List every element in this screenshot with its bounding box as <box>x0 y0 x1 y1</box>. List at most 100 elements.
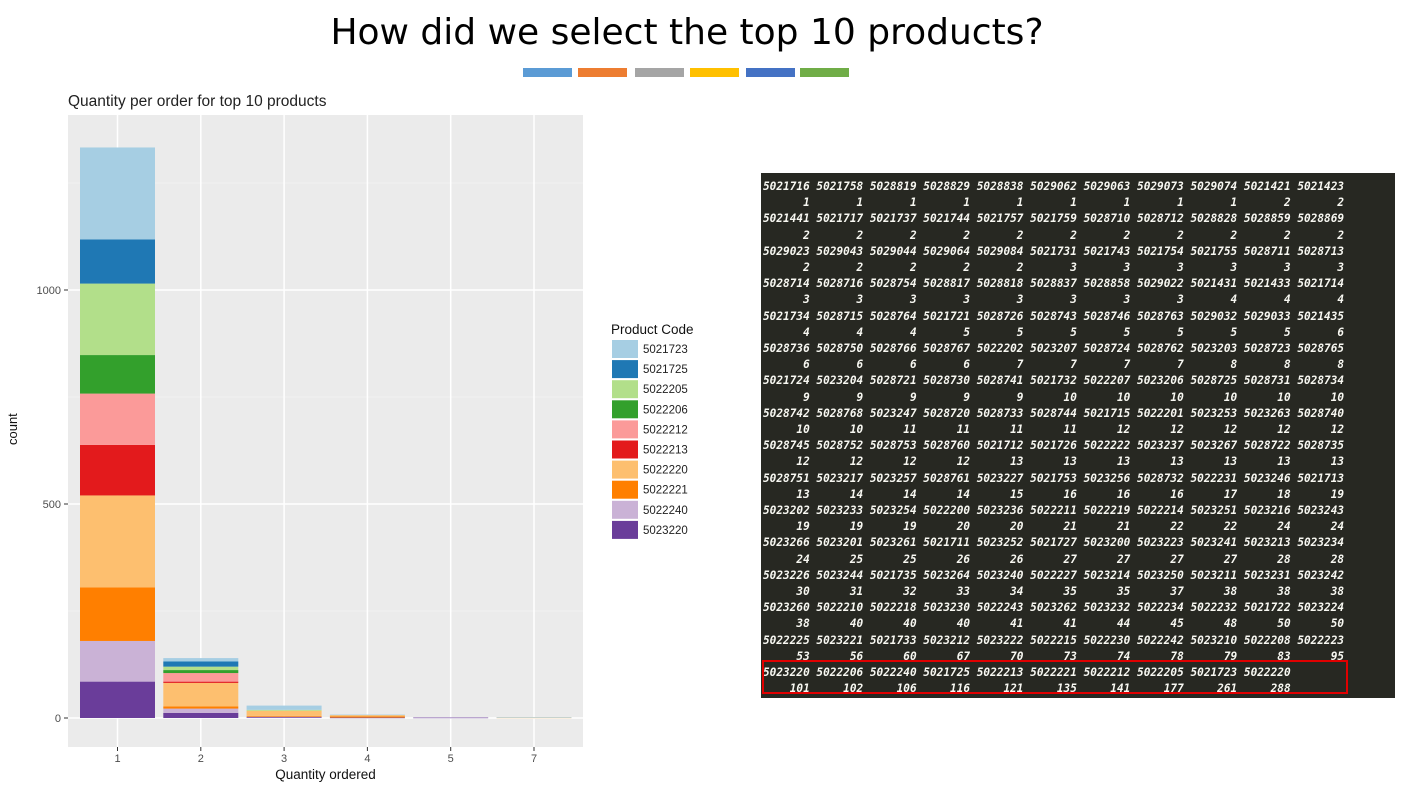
console-counts-row: 38 40 40 40 41 41 44 45 48 50 50 <box>763 617 1345 631</box>
console-counts-row: 3 3 3 3 3 3 3 3 4 4 4 <box>763 293 1345 307</box>
bar-segment <box>80 640 155 682</box>
legend-swatch <box>612 340 638 358</box>
bar-segment <box>329 716 405 718</box>
legend-label: 5022221 <box>643 485 688 497</box>
legend-label: 5023220 <box>643 525 688 537</box>
bar-segment <box>246 716 322 718</box>
console-counts-row: 2 2 2 2 2 2 2 2 2 2 2 <box>763 228 1345 242</box>
x-tick-label: 5 <box>448 753 454 765</box>
bar-segment <box>163 682 239 707</box>
bar-segment <box>163 666 239 671</box>
bar-segment <box>163 670 239 674</box>
bar-segment <box>163 706 239 709</box>
console-product-codes-row: 5021724 5023204 5028721 5028730 5028741 … <box>763 374 1345 388</box>
console-counts-row: 10 10 11 11 11 11 12 12 12 12 12 <box>763 423 1345 436</box>
console-product-codes-row: 5028742 5028768 5023247 5028720 5028733 … <box>763 406 1345 420</box>
bar-segment <box>246 709 322 711</box>
y-axis-label: count <box>5 413 20 445</box>
y-tick-label: 1000 <box>37 285 61 297</box>
legend-label: 5022212 <box>643 424 688 436</box>
bar-segment <box>80 681 155 718</box>
color-swatch <box>523 68 572 77</box>
bar-segment <box>329 717 405 719</box>
bar-segment <box>329 715 405 717</box>
x-axis-label: Quantity ordered <box>275 767 376 782</box>
x-tick-label: 4 <box>364 753 370 765</box>
legend-swatch <box>612 480 638 499</box>
console-product-codes-row: 5028714 5028716 5028754 5028817 5028818 … <box>763 277 1345 291</box>
bar-segment <box>496 717 572 719</box>
bar-segment <box>80 239 155 284</box>
bar-segment <box>80 393 155 445</box>
console-product-codes-row: 5028736 5028750 5028766 5028767 5022202 … <box>763 342 1345 355</box>
top-10-highlight-box <box>762 660 1348 694</box>
legend-label: 5022206 <box>643 404 688 416</box>
y-tick-label: 0 <box>55 713 61 725</box>
bar-segment <box>163 658 239 662</box>
legend-swatch <box>612 420 638 439</box>
legend-swatch <box>612 500 638 519</box>
console-product-codes-row: 5029023 5029043 5029044 5029064 5029084 … <box>763 244 1345 258</box>
legend-label: 5021725 <box>643 364 688 376</box>
bar-segment <box>163 681 239 683</box>
console-product-codes-row: 5023260 5022210 5022218 5023230 5022243 … <box>763 601 1345 615</box>
console-product-codes-row: 5028745 5028752 5028753 5028760 5021712 … <box>763 439 1345 453</box>
legend-label: 5022205 <box>643 384 688 396</box>
legend-swatch <box>612 380 638 399</box>
y-tick-label: 500 <box>43 499 61 511</box>
console-product-codes-row: 5021441 5021717 5021737 5021744 5021757 … <box>763 212 1345 226</box>
console-product-codes-row: 5023226 5023244 5021735 5023264 5023240 … <box>763 568 1345 582</box>
bar-segment <box>80 587 155 641</box>
legend-swatch <box>612 520 638 539</box>
chart-title: Quantity per order for top 10 products <box>68 93 327 110</box>
bar-segment <box>246 715 322 717</box>
console-product-codes-row: 5021716 5021758 5028819 5028829 5028838 … <box>763 180 1345 193</box>
x-tick-label: 7 <box>531 753 537 765</box>
bar-segment <box>80 147 155 240</box>
legend-title: Product Code <box>611 322 694 337</box>
bar-segment <box>80 355 155 394</box>
legend-swatch <box>612 400 638 419</box>
bar-segment <box>496 717 572 718</box>
legend-label: 5022213 <box>643 445 688 457</box>
legend-label: 5022220 <box>643 465 688 477</box>
console-counts-row: 12 12 12 12 13 13 13 13 13 13 13 <box>763 455 1345 469</box>
bar-segment <box>80 283 155 356</box>
console-counts-row: 30 31 32 33 34 35 35 37 38 38 38 <box>763 585 1345 598</box>
bar-segment <box>163 708 239 713</box>
bar-segment <box>246 705 322 710</box>
console-product-codes-row: 5023202 5023233 5023254 5022200 5023236 … <box>763 504 1345 517</box>
legend-swatch <box>612 360 638 379</box>
legend-swatch <box>612 460 638 479</box>
console-counts-row: 6 6 6 6 7 7 7 7 8 8 8 <box>763 358 1345 372</box>
console-product-codes-row: 5021734 5028715 5028764 5021721 5028726 … <box>763 309 1345 323</box>
console-counts-row: 4 4 4 5 5 5 5 5 5 5 6 <box>763 325 1345 339</box>
legend-label: 5021723 <box>643 344 688 356</box>
slide-title: How did we select the top 10 products? <box>330 12 1044 53</box>
bar-segment <box>246 710 322 716</box>
console-product-codes-row: 5023220 5022206 5022240 5021725 5022213 … <box>763 666 1291 679</box>
bar-segment <box>80 495 155 588</box>
color-swatch <box>690 68 739 77</box>
legend-swatch <box>612 440 638 459</box>
console-counts-row: 19 19 19 20 20 21 21 22 22 24 24 <box>763 520 1345 534</box>
r-console-output: 5021716 5021758 5028819 5028829 5028838 … <box>761 173 1395 698</box>
console-product-codes-row: 5023266 5023201 5023261 5021711 5023252 … <box>763 536 1345 550</box>
console-counts-row: 101 102 106 116 121 135 141 177 261 288 <box>763 682 1291 696</box>
console-counts-row: 2 2 2 2 2 3 3 3 3 3 3 <box>763 261 1345 274</box>
console-counts-row: 13 14 14 14 15 16 16 16 17 18 19 <box>763 487 1345 501</box>
bar-segment <box>163 673 239 682</box>
x-tick-label: 1 <box>114 753 120 765</box>
color-swatch <box>746 68 795 77</box>
console-product-codes-row: 5028751 5023217 5023257 5028761 5023227 … <box>763 471 1345 485</box>
bar-segment <box>413 717 489 719</box>
console-product-codes-row: 5022225 5023221 5021733 5023212 5023222 … <box>763 633 1345 647</box>
bar-segment <box>163 661 239 667</box>
console-counts-row: 1 1 1 1 1 1 1 1 1 2 2 <box>763 196 1345 210</box>
x-tick-label: 2 <box>198 753 204 765</box>
bar-segment <box>163 712 239 718</box>
console-counts-row: 53 56 60 67 70 73 74 78 79 83 95 <box>763 649 1345 663</box>
console-counts-row: 9 9 9 9 9 10 10 10 10 10 10 <box>763 390 1345 404</box>
bar-segment <box>246 717 322 718</box>
bar-segment <box>329 714 405 716</box>
